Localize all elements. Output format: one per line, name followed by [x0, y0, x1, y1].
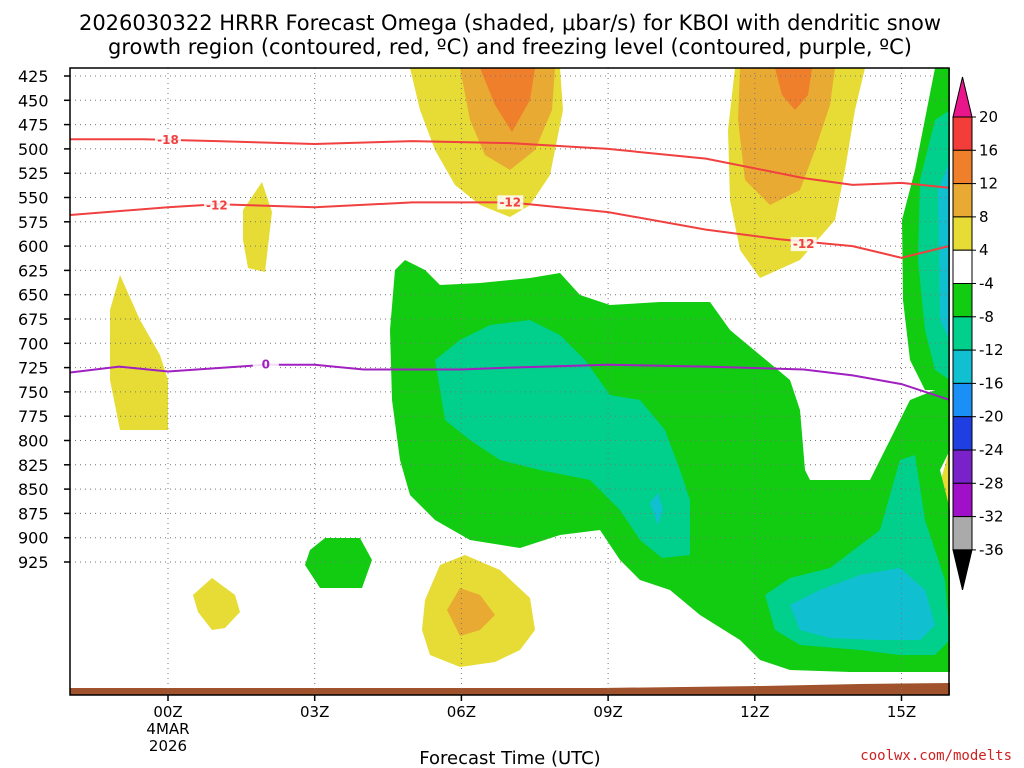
- colorbar-tick-label: -28: [979, 474, 1004, 492]
- omega-shade-positive: [193, 578, 240, 630]
- y-tick-label: 900: [18, 529, 49, 548]
- omega-shade-positive: [480, 68, 535, 132]
- y-tick-label: 750: [18, 383, 49, 402]
- y-tick-label: 475: [18, 116, 49, 135]
- colorbar-tick-label: 16: [979, 141, 998, 159]
- contour-label-bg: [252, 357, 279, 372]
- omega-shade-positive: [447, 588, 495, 636]
- colorbar-segment: [952, 283, 973, 318]
- colorbar: 20 16 12 8 4 -4 -8 -12 -16 -20 -24 -28 -32 -36: [952, 76, 1004, 591]
- terrain: [70, 683, 950, 695]
- colorbar-tick-label: -12: [979, 341, 1004, 359]
- y-tick-label: 925: [18, 553, 49, 572]
- contour-label-bg: [790, 237, 817, 252]
- y-tick-label: 525: [18, 164, 49, 183]
- y-tick-label: 650: [18, 286, 49, 305]
- x-axis-label: Forecast Time (UTC): [419, 748, 600, 768]
- contour-label-bg: [155, 133, 181, 148]
- contour-label: -18: [157, 133, 179, 147]
- colorbar-segment: [952, 149, 973, 185]
- x-tick-label: 15Z: [887, 703, 916, 721]
- plot-area: -18 -12 -12 -12 0: [69, 67, 950, 696]
- colorbar-tick-label: -24: [979, 441, 1004, 459]
- colorbar-segment: [952, 216, 973, 251]
- contours: -18 -12 -12 -12 0: [70, 133, 950, 401]
- contour-label: -12: [793, 237, 815, 251]
- x-tick-sublabel: 2026: [149, 737, 187, 755]
- colorbar-segment: [952, 349, 973, 384]
- y-tick-label: 725: [18, 359, 49, 378]
- y-tick-label: 675: [18, 310, 49, 329]
- colorbar-segment: [952, 416, 973, 451]
- x-tick-label: 12Z: [740, 703, 769, 721]
- colorbar-segment: [952, 449, 973, 484]
- x-tick-label: 06Z: [447, 703, 476, 721]
- y-tick-label: 825: [18, 456, 49, 475]
- colorbar-tick-label: 12: [979, 175, 998, 193]
- colorbar-tick-label: -20: [979, 408, 1004, 426]
- colorbar-tick-label: -8: [979, 308, 994, 326]
- y-tick-label: 500: [18, 140, 49, 159]
- colorbar-segment: [952, 316, 973, 351]
- y-tick-label: 875: [18, 504, 49, 523]
- colorbar-tick-label: 8: [979, 208, 989, 226]
- y-tick-label: 450: [18, 91, 49, 110]
- omega-shade-positive: [775, 68, 812, 110]
- colorbar-bottom-arrow: [952, 549, 973, 591]
- colorbar-segment: [952, 382, 973, 418]
- y-tick-label: 575: [18, 213, 49, 232]
- colorbar-tick-label: 20: [979, 108, 998, 126]
- y-tick-label: 625: [18, 261, 49, 280]
- plot-frame: [69, 67, 950, 696]
- colorbar-tick-label: 4: [979, 241, 989, 259]
- omega-shade-negative: [435, 320, 690, 558]
- y-tick-label: 550: [18, 189, 49, 208]
- chart-title-line1: 2026030322 HRRR Forecast Omega (shaded, …: [79, 11, 941, 35]
- y-tick-label: 600: [18, 237, 49, 256]
- colorbar-tick-label: -4: [979, 275, 994, 293]
- colorbar-tick-label: -32: [979, 508, 1004, 526]
- colorbar-segment: [952, 249, 973, 284]
- x-tick-label: 03Z: [300, 703, 329, 721]
- omega-shade-negative: [790, 568, 935, 640]
- chart-title-line2: growth region (contoured, red, ºC) and f…: [108, 35, 912, 59]
- x-tick-sublabel: 4MAR: [146, 720, 189, 738]
- y-tick-label: 775: [18, 407, 49, 426]
- x-tick-label: 00Z: [153, 703, 182, 721]
- contour-label-bg: [203, 198, 230, 213]
- omega-shade-negative: [305, 538, 372, 588]
- y-axis: 425 450 475 500 525 550 575 600 625 650 675 700 725 7…: [18, 67, 70, 572]
- contour-label: -12: [499, 195, 521, 209]
- colorbar-segment: [952, 482, 973, 518]
- omega-shade-positive: [110, 275, 168, 430]
- contour-label-bg: [497, 195, 524, 210]
- credit-text[interactable]: coolwx.com/modelts: [860, 748, 1012, 764]
- colorbar-tick-label: -16: [979, 374, 1004, 392]
- omega-shade-negative: [938, 160, 950, 340]
- contour-line: [70, 138, 950, 189]
- contour-label: 0: [262, 358, 270, 372]
- y-tick-label: 850: [18, 480, 49, 499]
- colorbar-tick-label: -36: [979, 541, 1004, 559]
- y-tick-label: 700: [18, 334, 49, 353]
- omega-shading: [70, 68, 950, 695]
- colorbar-segment: [952, 183, 973, 218]
- omega-shade-negative: [650, 493, 663, 525]
- colorbar-segment: [952, 516, 973, 551]
- colorbar-top-arrow: [952, 76, 973, 118]
- contour-label: -12: [206, 198, 228, 212]
- x-tick-label: 09Z: [593, 703, 622, 721]
- y-tick-label: 425: [18, 67, 49, 86]
- y-tick-label: 800: [18, 432, 49, 451]
- contour-line: [70, 363, 950, 401]
- colorbar-segment: [952, 116, 973, 151]
